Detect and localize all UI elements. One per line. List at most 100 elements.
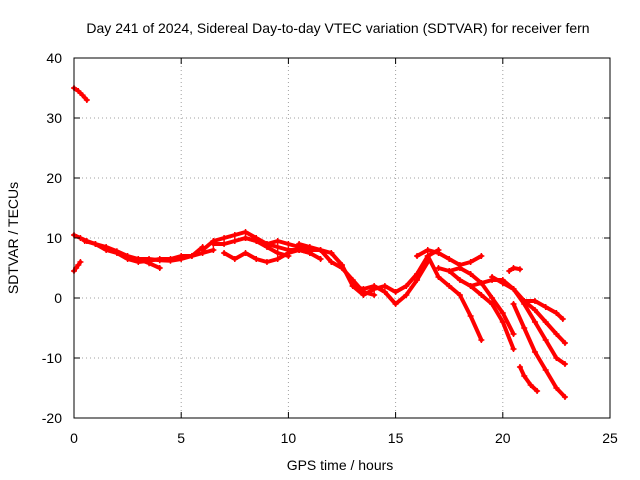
data-point [124, 253, 131, 259]
series-arc-1 [71, 85, 90, 103]
data-point [83, 97, 90, 103]
data-point [446, 256, 453, 262]
data-point [199, 247, 206, 253]
series-arc-12 [349, 259, 431, 307]
series-line [511, 302, 567, 399]
data-point [553, 310, 560, 316]
data-point [371, 283, 378, 289]
data-point [446, 283, 453, 289]
data-point [499, 280, 506, 286]
series-arc-19 [506, 265, 523, 274]
y-axis-label: SDTVAR / TECUs [5, 182, 21, 294]
data-point [75, 88, 82, 94]
series-arc-22 [521, 298, 566, 322]
data-point [296, 241, 303, 247]
data-point [553, 355, 560, 361]
data-point [542, 319, 549, 325]
data-point [210, 247, 217, 253]
data-point [381, 289, 388, 295]
y-tick-label: -20 [42, 410, 62, 426]
series-arc-20 [510, 301, 568, 400]
x-tick-label: 10 [281, 430, 297, 446]
data-point [478, 292, 485, 298]
series-arc-21 [516, 364, 541, 394]
y-tick-label: 10 [46, 230, 62, 246]
x-tick-label: 25 [602, 430, 618, 446]
data-point [360, 292, 367, 298]
data-point [510, 265, 517, 271]
data-point [231, 256, 238, 262]
data-point [231, 232, 238, 238]
data-point [403, 283, 410, 289]
data-point [306, 244, 313, 250]
data-point [285, 241, 292, 247]
data-point [467, 313, 474, 319]
data-point [446, 268, 453, 274]
data-point [381, 283, 388, 289]
grid-lines [74, 58, 610, 418]
data-point [521, 325, 528, 331]
data-point [113, 248, 120, 255]
data-point [392, 301, 399, 307]
series-arc-14 [424, 253, 485, 343]
data-point [317, 247, 324, 253]
data-point [553, 385, 560, 391]
data-point [317, 256, 324, 262]
data-point [77, 259, 84, 265]
data-point [467, 259, 474, 265]
data-point [81, 238, 88, 244]
data-point [467, 283, 474, 289]
data-point [510, 346, 517, 352]
data-point [274, 244, 281, 250]
series-arc-5 [135, 244, 206, 264]
data-point [561, 340, 568, 346]
data-point [92, 241, 99, 247]
y-tick-label: 20 [46, 170, 62, 186]
series-line [72, 86, 89, 102]
series-line [222, 248, 323, 264]
data-point [542, 367, 549, 373]
data-point [221, 235, 228, 241]
data-point [242, 229, 249, 235]
data-point [559, 316, 566, 322]
data-point [456, 277, 463, 283]
data-point [339, 262, 345, 268]
data-point [231, 238, 238, 244]
data-point [392, 289, 399, 295]
series-arc-17 [467, 277, 568, 367]
x-axis-label: GPS time / hours [287, 457, 394, 473]
data-point [531, 298, 538, 304]
series-arc-13 [414, 247, 485, 268]
data-point [210, 241, 217, 247]
data-point [510, 286, 517, 292]
data-point [531, 307, 538, 313]
data-point [435, 265, 442, 271]
data-point [328, 259, 335, 265]
data-point [521, 298, 528, 304]
data-point [489, 274, 496, 280]
data-point [499, 310, 506, 316]
data-point [510, 331, 517, 337]
data-point [456, 265, 463, 271]
data-point [435, 274, 442, 280]
data-point [435, 250, 442, 256]
data-point [424, 253, 431, 259]
data-point [263, 259, 270, 265]
x-tick-label: 5 [177, 430, 185, 446]
x-tick-label: 0 [70, 430, 78, 446]
data-point [103, 244, 110, 250]
data-point [527, 382, 534, 388]
series-arc-2 [71, 259, 84, 274]
data-point [424, 247, 431, 253]
data-point [516, 364, 523, 370]
series-line [425, 254, 484, 342]
chart-title: Day 241 of 2024, Sidereal Day-to-day VTE… [86, 20, 589, 36]
data-point [521, 373, 528, 379]
data-point [156, 257, 163, 264]
data-point [156, 265, 163, 271]
data-point [478, 280, 485, 286]
data-point [274, 238, 281, 244]
data-point [478, 253, 485, 259]
data-point [561, 394, 568, 400]
data-point [403, 292, 410, 298]
